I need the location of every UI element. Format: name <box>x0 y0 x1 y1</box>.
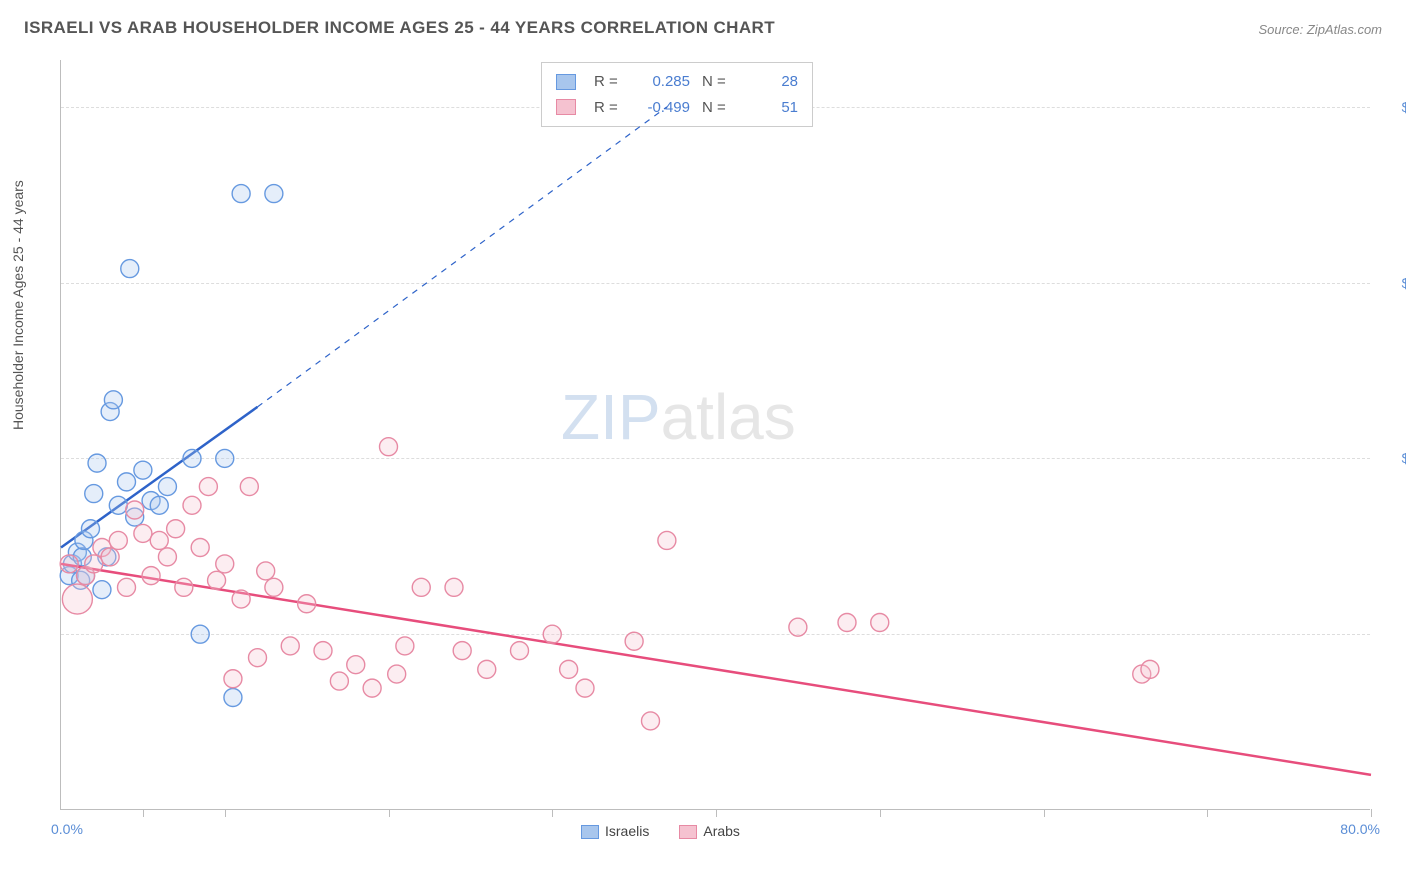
scatter-point <box>363 679 381 697</box>
y-axis-label: Householder Income Ages 25 - 44 years <box>10 180 26 430</box>
scatter-point <box>257 562 275 580</box>
scatter-point <box>191 539 209 557</box>
scatter-point <box>330 672 348 690</box>
scatter-point <box>314 642 332 660</box>
scatter-point <box>158 548 176 566</box>
scatter-point <box>104 391 122 409</box>
scatter-point <box>183 496 201 514</box>
y-tick-label: $75,000 <box>1380 626 1406 642</box>
scatter-point <box>380 438 398 456</box>
scatter-point <box>134 524 152 542</box>
scatter-point <box>60 555 78 573</box>
scatter-point <box>298 595 316 613</box>
scatter-point <box>85 555 103 573</box>
scatter-point <box>625 632 643 650</box>
scatter-point <box>121 260 139 278</box>
scatter-point <box>109 496 127 514</box>
scatter-point <box>126 501 144 519</box>
scatter-point <box>412 578 430 596</box>
scatter-point <box>101 548 119 566</box>
legend-swatch-israelis <box>581 825 599 839</box>
scatter-point <box>445 578 463 596</box>
scatter-point <box>118 578 136 596</box>
scatter-point <box>158 478 176 496</box>
scatter-point <box>642 712 660 730</box>
scatter-point <box>216 555 234 573</box>
scatter-svg <box>61 60 1370 809</box>
legend-item-arabs: Arabs <box>679 823 740 839</box>
scatter-point <box>134 461 152 479</box>
legend-swatch-arabs <box>679 825 697 839</box>
scatter-point <box>88 454 106 472</box>
legend-label-arabs: Arabs <box>703 823 740 839</box>
scatter-point <box>232 590 250 608</box>
scatter-point <box>265 578 283 596</box>
scatter-point <box>208 571 226 589</box>
scatter-point <box>453 642 471 660</box>
scatter-point <box>281 637 299 655</box>
scatter-point <box>224 670 242 688</box>
chart-plot-area: ZIPatlas $75,000$150,000$225,000$300,000… <box>60 60 1370 810</box>
x-axis-min-label: 0.0% <box>51 821 83 837</box>
x-axis-max-label: 80.0% <box>1340 821 1380 837</box>
scatter-point <box>396 637 414 655</box>
scatter-point <box>142 567 160 585</box>
scatter-point <box>240 478 258 496</box>
scatter-point <box>871 614 889 632</box>
y-tick-label: $225,000 <box>1380 275 1406 291</box>
scatter-point <box>249 649 267 667</box>
trend-line <box>61 564 1371 775</box>
source-attribution: Source: ZipAtlas.com <box>1258 22 1382 37</box>
chart-title: ISRAELI VS ARAB HOUSEHOLDER INCOME AGES … <box>24 18 775 38</box>
scatter-point <box>658 531 676 549</box>
y-tick-label: $150,000 <box>1380 450 1406 466</box>
scatter-point <box>150 531 168 549</box>
scatter-point <box>347 656 365 674</box>
scatter-point <box>478 660 496 678</box>
scatter-point <box>1141 660 1159 678</box>
scatter-point <box>191 625 209 643</box>
scatter-point <box>85 485 103 503</box>
scatter-point <box>232 185 250 203</box>
scatter-point <box>175 578 193 596</box>
scatter-point <box>62 584 92 614</box>
scatter-point <box>576 679 594 697</box>
trend-line-dashed <box>258 107 667 407</box>
scatter-point <box>511 642 529 660</box>
scatter-point <box>388 665 406 683</box>
scatter-point <box>199 478 217 496</box>
scatter-point <box>81 520 99 538</box>
scatter-point <box>224 689 242 707</box>
scatter-point <box>109 531 127 549</box>
scatter-point <box>265 185 283 203</box>
scatter-point <box>93 581 111 599</box>
legend-label-israelis: Israelis <box>605 823 649 839</box>
scatter-point <box>150 496 168 514</box>
scatter-point <box>183 449 201 467</box>
scatter-point <box>789 618 807 636</box>
scatter-point <box>838 614 856 632</box>
scatter-point <box>167 520 185 538</box>
legend-item-israelis: Israelis <box>581 823 649 839</box>
scatter-point <box>118 473 136 491</box>
scatter-point <box>560 660 578 678</box>
legend-bottom: Israelis Arabs <box>581 823 740 839</box>
scatter-point <box>216 449 234 467</box>
scatter-point <box>543 625 561 643</box>
y-tick-label: $300,000 <box>1380 99 1406 115</box>
